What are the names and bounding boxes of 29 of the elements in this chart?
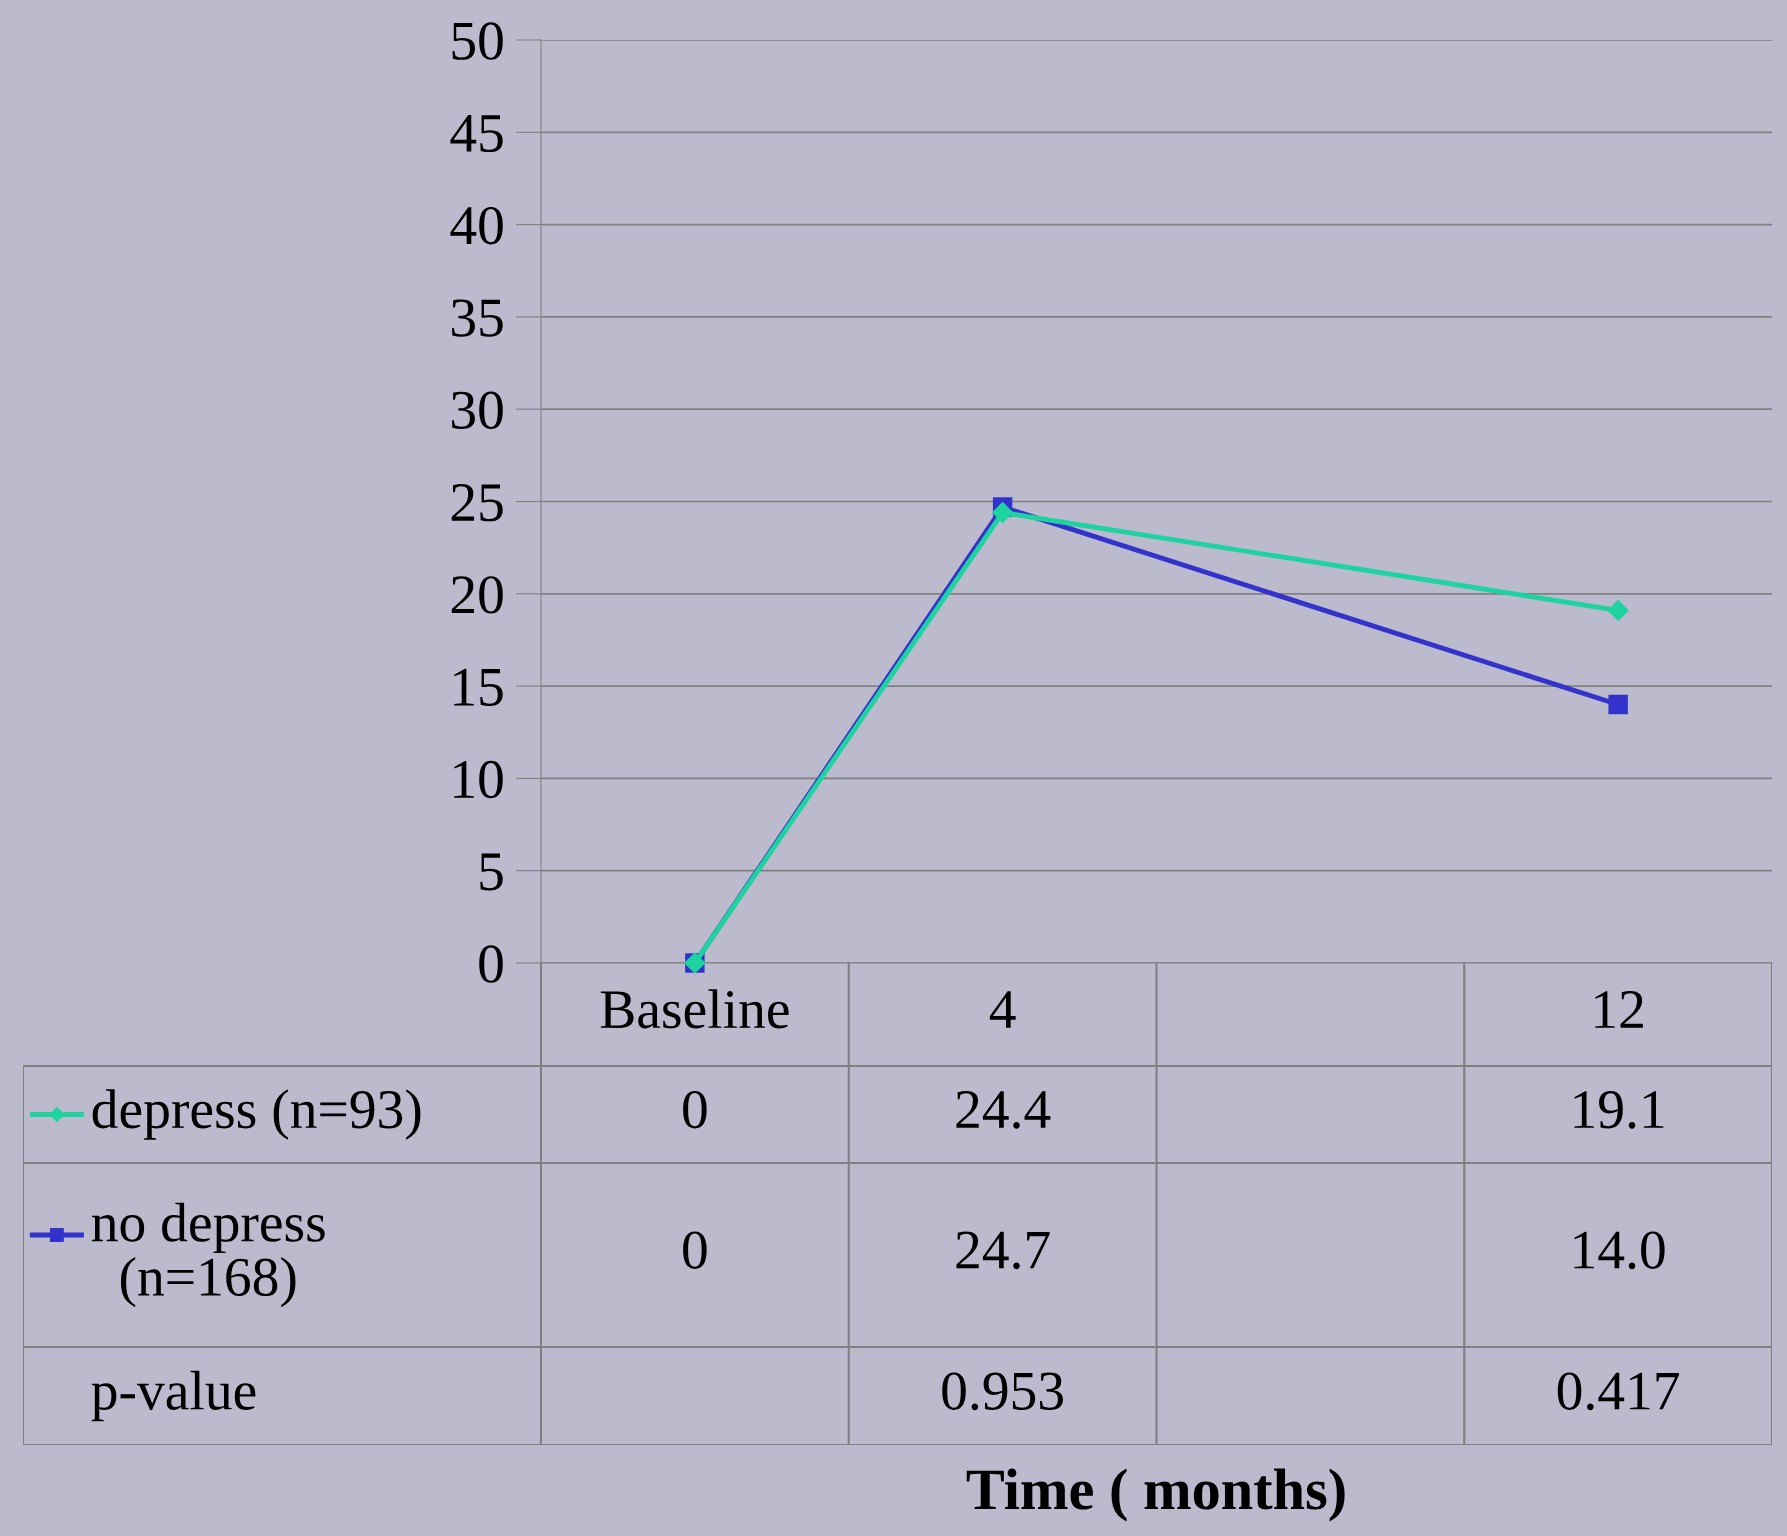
data-label: 24.4	[956, 1091, 1051, 1129]
x-tick-label: 12	[1595, 991, 1643, 1028]
y-tick-label: 25	[451, 483, 503, 522]
text: p-value	[91, 1370, 256, 1422]
x-tick-label: 4	[989, 991, 1016, 1028]
data-label: 24.7	[956, 1231, 1050, 1270]
point	[1607, 599, 1629, 621]
text: 0.417	[1557, 1372, 1680, 1411]
y-tick-label: 35	[451, 299, 503, 337]
point	[992, 502, 1014, 524]
text: Time ( months)	[966, 1468, 1345, 1522]
data-label: 0	[683, 1090, 707, 1129]
y-tick-label: 20	[451, 576, 503, 614]
y-tick-label: 5	[480, 853, 503, 891]
y-tick-label: 10	[454, 760, 503, 799]
y-tick-label: 45	[450, 115, 503, 153]
data-label: 19.1	[1574, 1091, 1664, 1129]
data-label: 14.0	[1574, 1231, 1665, 1270]
y-tick-label: 40	[450, 206, 503, 245]
data-label: 0	[683, 1231, 707, 1269]
y-tick-label: 15	[454, 668, 503, 706]
x-tick-label: Baseline	[600, 989, 789, 1029]
y-tick-label: 0	[479, 945, 503, 983]
y-tick-label: 50	[452, 22, 503, 60]
legend-label: depress (n=93)	[92, 1089, 421, 1140]
point	[1608, 694, 1628, 715]
legend-label: no depress (n=168)	[91, 1202, 325, 1308]
y-tick-label: 30	[451, 391, 503, 430]
text: 0.953	[942, 1372, 1063, 1411]
